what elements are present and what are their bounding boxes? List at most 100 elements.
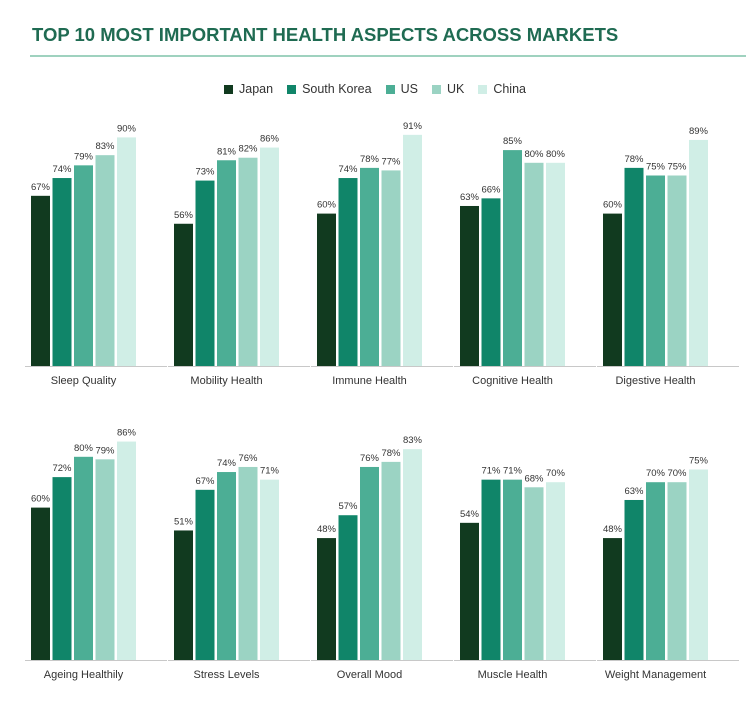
data-label-ageing-healthily-china: 86% (117, 428, 137, 439)
data-label-cognitive-health-us: 85% (503, 136, 523, 147)
data-label-muscle-health-south-korea: 71% (481, 466, 501, 477)
chart-title: TOP 10 MOST IMPORTANT HEALTH ASPECTS ACR… (32, 24, 619, 45)
data-label-stress-levels-china: 71% (260, 466, 280, 477)
bar-sleep-quality-us (74, 165, 93, 366)
bar-overall-mood-south-korea (338, 515, 358, 660)
data-label-muscle-health-japan: 54% (460, 509, 480, 520)
data-label-weight-management-us: 70% (646, 468, 666, 479)
bar-ageing-healthily-us (74, 456, 93, 660)
title-rule (30, 55, 746, 57)
bar-digestive-health-china (689, 139, 708, 366)
panel-muscle-health: 54%71% 71%68% 70%Muscle Health (454, 466, 596, 681)
bar-overall-mood-us (360, 466, 379, 660)
data-label-immune-health-china: 91% (403, 121, 423, 132)
bar-immune-health-japan (317, 213, 336, 366)
category-label-immune-health: Immune Health (332, 375, 407, 387)
data-label-immune-health-south-korea: 74% (338, 164, 358, 175)
panel-cognitive-health: 63%66%85%80% 80%Cognitive Health (454, 136, 596, 387)
bar-mobility-health-us (217, 160, 236, 366)
legend-label-south-korea: South Korea (302, 82, 372, 96)
data-label-mobility-health-china: 86% (260, 134, 280, 145)
data-label-sleep-quality-china: 90% (117, 123, 137, 134)
data-label-ageing-healthily-uk: 79% (95, 445, 115, 456)
bar-stress-levels-uk (238, 466, 258, 660)
data-label-weight-management-japan: 48% (603, 524, 623, 535)
bar-sleep-quality-japan (31, 195, 50, 366)
bar-cognitive-health-japan (460, 205, 479, 366)
bar-mobility-health-japan (174, 223, 193, 366)
legend-label-uk: UK (446, 82, 465, 96)
data-label-cognitive-health-japan: 63% (460, 192, 480, 203)
data-label-mobility-health-south-korea: 73% (195, 167, 215, 178)
data-label-sleep-quality-uk: 83% (95, 141, 115, 152)
category-label-cognitive-health: Cognitive Health (472, 375, 553, 387)
bar-cognitive-health-china (546, 162, 565, 366)
data-label-overall-mood-japan: 48% (317, 524, 337, 535)
bar-mobility-health-south-korea (195, 180, 215, 366)
data-label-mobility-health-uk: 82% (238, 144, 258, 155)
legend-swatch-china (478, 84, 488, 94)
data-label-stress-levels-japan: 51% (174, 516, 194, 527)
bar-weight-management-japan (603, 538, 622, 660)
panel-stress-levels: 51% 67%74% 76%71% Stress Levels (168, 453, 310, 681)
data-label-overall-mood-uk: 78% (381, 448, 401, 459)
data-label-digestive-health-uk: 75% (667, 162, 687, 173)
category-label-muscle-health: Muscle Health (478, 669, 548, 681)
data-label-immune-health-japan: 60% (317, 200, 337, 211)
panel-sleep-quality: 67%74%79%83%90% Sleep Quality (25, 123, 167, 387)
bar-digestive-health-south-korea (624, 167, 644, 366)
data-label-weight-management-uk: 70% (667, 468, 687, 479)
legend-item-us: US (385, 82, 418, 96)
data-label-digestive-health-south-korea: 78% (624, 154, 644, 165)
category-label-overall-mood: Overall Mood (337, 669, 402, 681)
category-label-weight-management: Weight Management (605, 669, 706, 681)
category-label-stress-levels: Stress Levels (193, 669, 260, 681)
data-label-mobility-health-us: 81% (217, 146, 237, 157)
bar-cognitive-health-uk (524, 162, 544, 366)
panel-immune-health: 60% 74%78% 77% 91% Immune Health (311, 121, 453, 387)
bar-sleep-quality-uk (95, 155, 115, 366)
data-label-stress-levels-south-korea: 67% (195, 476, 215, 487)
bar-muscle-health-japan (460, 522, 479, 660)
bar-muscle-health-uk (524, 487, 544, 660)
data-label-immune-health-us: 78% (360, 154, 380, 165)
data-label-muscle-health-uk: 68% (524, 473, 544, 484)
panel-overall-mood: 48% 57% 76% 78%83% Overall Mood (311, 435, 453, 681)
data-label-muscle-health-us: 71% (503, 466, 523, 477)
legend-label-us: US (400, 82, 418, 96)
bar-immune-health-china (403, 134, 422, 366)
data-label-digestive-health-us: 75% (646, 162, 666, 173)
data-label-stress-levels-uk: 76% (238, 453, 258, 464)
bar-immune-health-uk (381, 170, 401, 366)
panel-digestive-health: 60%78%75% 75%89%Digestive Health (597, 126, 739, 387)
data-label-weight-management-china: 75% (689, 456, 709, 467)
data-label-muscle-health-china: 70% (546, 468, 566, 479)
bar-weight-management-us (646, 482, 665, 660)
bar-sleep-quality-china (117, 137, 136, 366)
legend-swatch-us (385, 84, 395, 94)
bar-ageing-healthily-japan (31, 507, 50, 660)
legend-item-uk: UK (431, 82, 465, 96)
data-label-cognitive-health-uk: 80% (524, 149, 544, 160)
data-label-digestive-health-china: 89% (689, 126, 709, 137)
bar-stress-levels-japan (174, 530, 193, 660)
data-label-weight-management-south-korea: 63% (624, 486, 644, 497)
bar-digestive-health-us (646, 175, 665, 366)
data-label-stress-levels-us: 74% (217, 458, 237, 469)
data-label-ageing-healthily-us: 80% (74, 443, 94, 454)
data-label-ageing-healthily-south-korea: 72% (52, 463, 72, 474)
category-label-sleep-quality: Sleep Quality (51, 375, 117, 387)
bar-weight-management-south-korea (624, 499, 644, 660)
data-label-sleep-quality-us: 79% (74, 151, 94, 162)
panel-ageing-healthily: 60% 72%80% 79%86% Ageing Healthily (25, 428, 167, 681)
bar-overall-mood-japan (317, 538, 336, 660)
legend: Japan South Korea US UK China (0, 82, 750, 96)
legend-label-china: China (493, 82, 526, 96)
legend-item-south-korea: South Korea (287, 82, 372, 96)
bar-muscle-health-us (503, 479, 522, 660)
legend-swatch-uk (431, 84, 441, 94)
bar-ageing-healthily-china (117, 441, 136, 660)
bar-stress-levels-china (260, 479, 279, 660)
legend-swatch-japan (224, 84, 233, 94)
